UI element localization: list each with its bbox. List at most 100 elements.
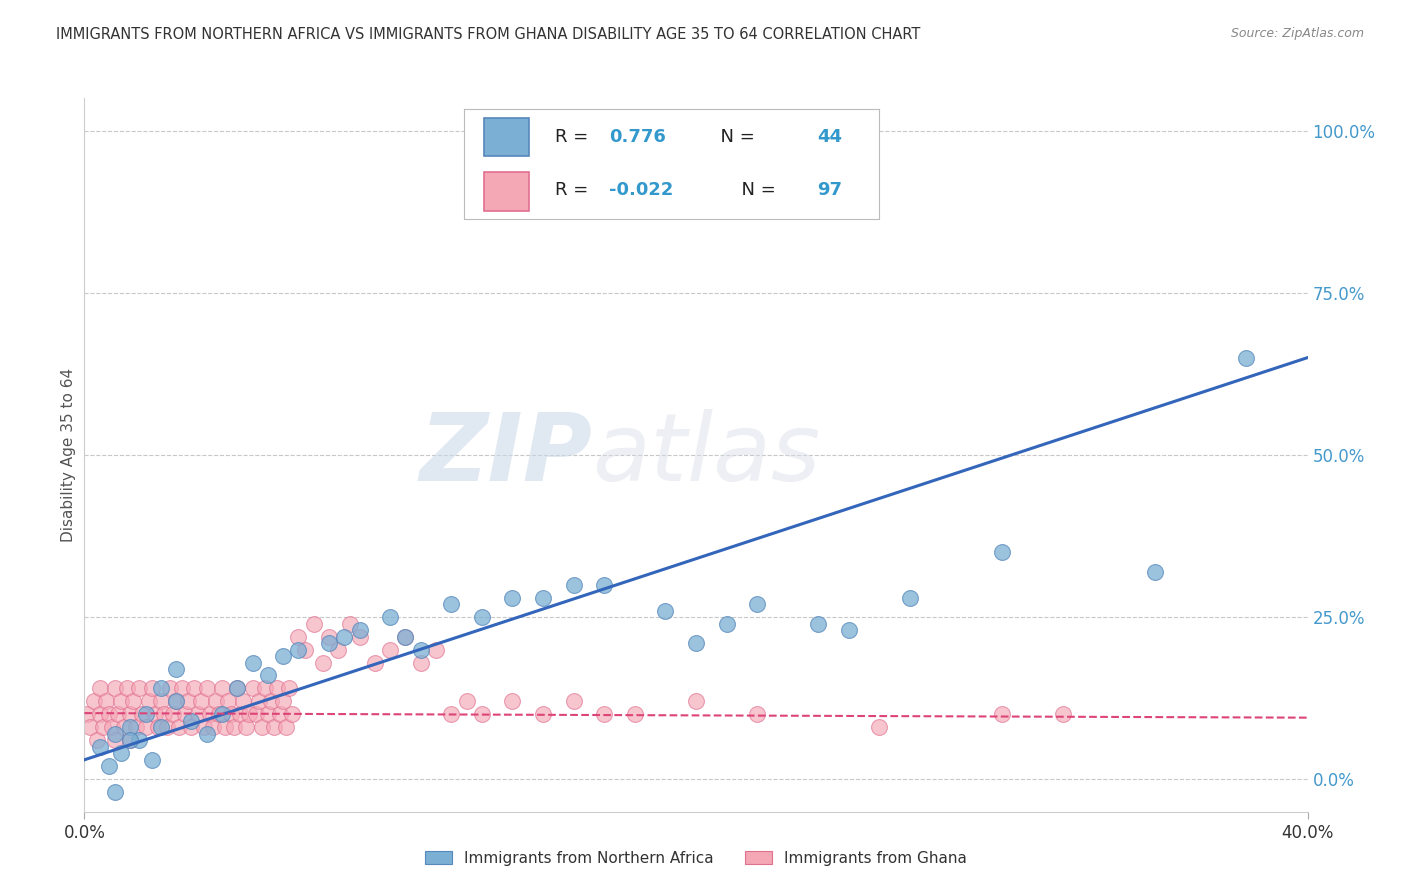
Point xyxy=(97,707,120,722)
Point xyxy=(115,681,138,696)
Point xyxy=(838,623,860,637)
Text: ZIP: ZIP xyxy=(419,409,592,501)
Point xyxy=(177,694,200,708)
Point xyxy=(562,694,585,708)
Point xyxy=(1052,707,1074,722)
Point xyxy=(263,720,285,734)
Point xyxy=(226,681,249,696)
Point xyxy=(349,623,371,637)
Point xyxy=(183,681,205,696)
Point xyxy=(501,591,523,605)
Point xyxy=(219,707,242,722)
Point xyxy=(440,597,463,611)
Point xyxy=(79,720,101,734)
Point xyxy=(162,707,184,722)
Point xyxy=(146,720,169,734)
Point xyxy=(287,642,309,657)
Text: atlas: atlas xyxy=(592,409,820,500)
Point xyxy=(201,720,224,734)
Point xyxy=(205,694,228,708)
Point xyxy=(318,630,340,644)
Point xyxy=(294,642,316,657)
Point xyxy=(593,577,616,591)
Point xyxy=(149,720,172,734)
Point xyxy=(104,733,127,747)
Point xyxy=(180,720,202,734)
Point xyxy=(141,753,163,767)
Point xyxy=(349,630,371,644)
Point xyxy=(214,720,236,734)
Point xyxy=(1143,565,1166,579)
Point xyxy=(807,616,830,631)
Point xyxy=(208,707,231,722)
Point xyxy=(990,545,1012,559)
Point xyxy=(242,681,264,696)
Point xyxy=(287,630,309,644)
Point xyxy=(141,681,163,696)
Point xyxy=(229,707,252,722)
Point xyxy=(180,714,202,728)
Point xyxy=(83,694,105,708)
Point xyxy=(745,707,768,722)
Point xyxy=(471,610,494,624)
Point xyxy=(120,707,142,722)
Point xyxy=(266,681,288,696)
Point xyxy=(86,733,108,747)
Point xyxy=(318,636,340,650)
Point xyxy=(149,681,172,696)
Point xyxy=(238,707,260,722)
Point xyxy=(562,577,585,591)
Point xyxy=(281,707,304,722)
Point xyxy=(716,616,738,631)
Point xyxy=(394,630,416,644)
Point xyxy=(217,694,239,708)
Point xyxy=(257,668,280,682)
Point xyxy=(990,707,1012,722)
Point xyxy=(380,610,402,624)
Point xyxy=(593,707,616,722)
Point xyxy=(76,707,98,722)
Point xyxy=(107,707,129,722)
Point xyxy=(364,656,387,670)
Point xyxy=(159,681,181,696)
Point xyxy=(128,681,150,696)
Point xyxy=(247,694,270,708)
Point xyxy=(149,694,172,708)
Point xyxy=(165,694,187,708)
Point xyxy=(898,591,921,605)
Point xyxy=(224,720,246,734)
Point xyxy=(167,720,190,734)
Point xyxy=(278,681,301,696)
Point xyxy=(409,642,432,657)
Point xyxy=(120,733,142,747)
Point xyxy=(501,694,523,708)
Point xyxy=(624,707,647,722)
Point xyxy=(531,591,554,605)
Point xyxy=(172,681,194,696)
Point xyxy=(153,707,176,722)
Point xyxy=(276,720,298,734)
Point xyxy=(89,681,111,696)
Point xyxy=(91,720,114,734)
Point xyxy=(226,681,249,696)
Point xyxy=(456,694,478,708)
Point xyxy=(101,720,124,734)
Point xyxy=(195,727,218,741)
Point xyxy=(156,720,179,734)
Point xyxy=(165,662,187,676)
Y-axis label: Disability Age 35 to 64: Disability Age 35 to 64 xyxy=(60,368,76,542)
Point xyxy=(104,681,127,696)
Point xyxy=(195,681,218,696)
Point xyxy=(271,694,294,708)
Point xyxy=(89,739,111,754)
Point xyxy=(440,707,463,722)
Point xyxy=(235,720,257,734)
Point xyxy=(186,707,208,722)
Point xyxy=(242,656,264,670)
Point xyxy=(125,720,148,734)
Point xyxy=(110,747,132,761)
Point xyxy=(135,720,157,734)
Point xyxy=(112,720,135,734)
Point xyxy=(333,630,356,644)
Point xyxy=(165,694,187,708)
